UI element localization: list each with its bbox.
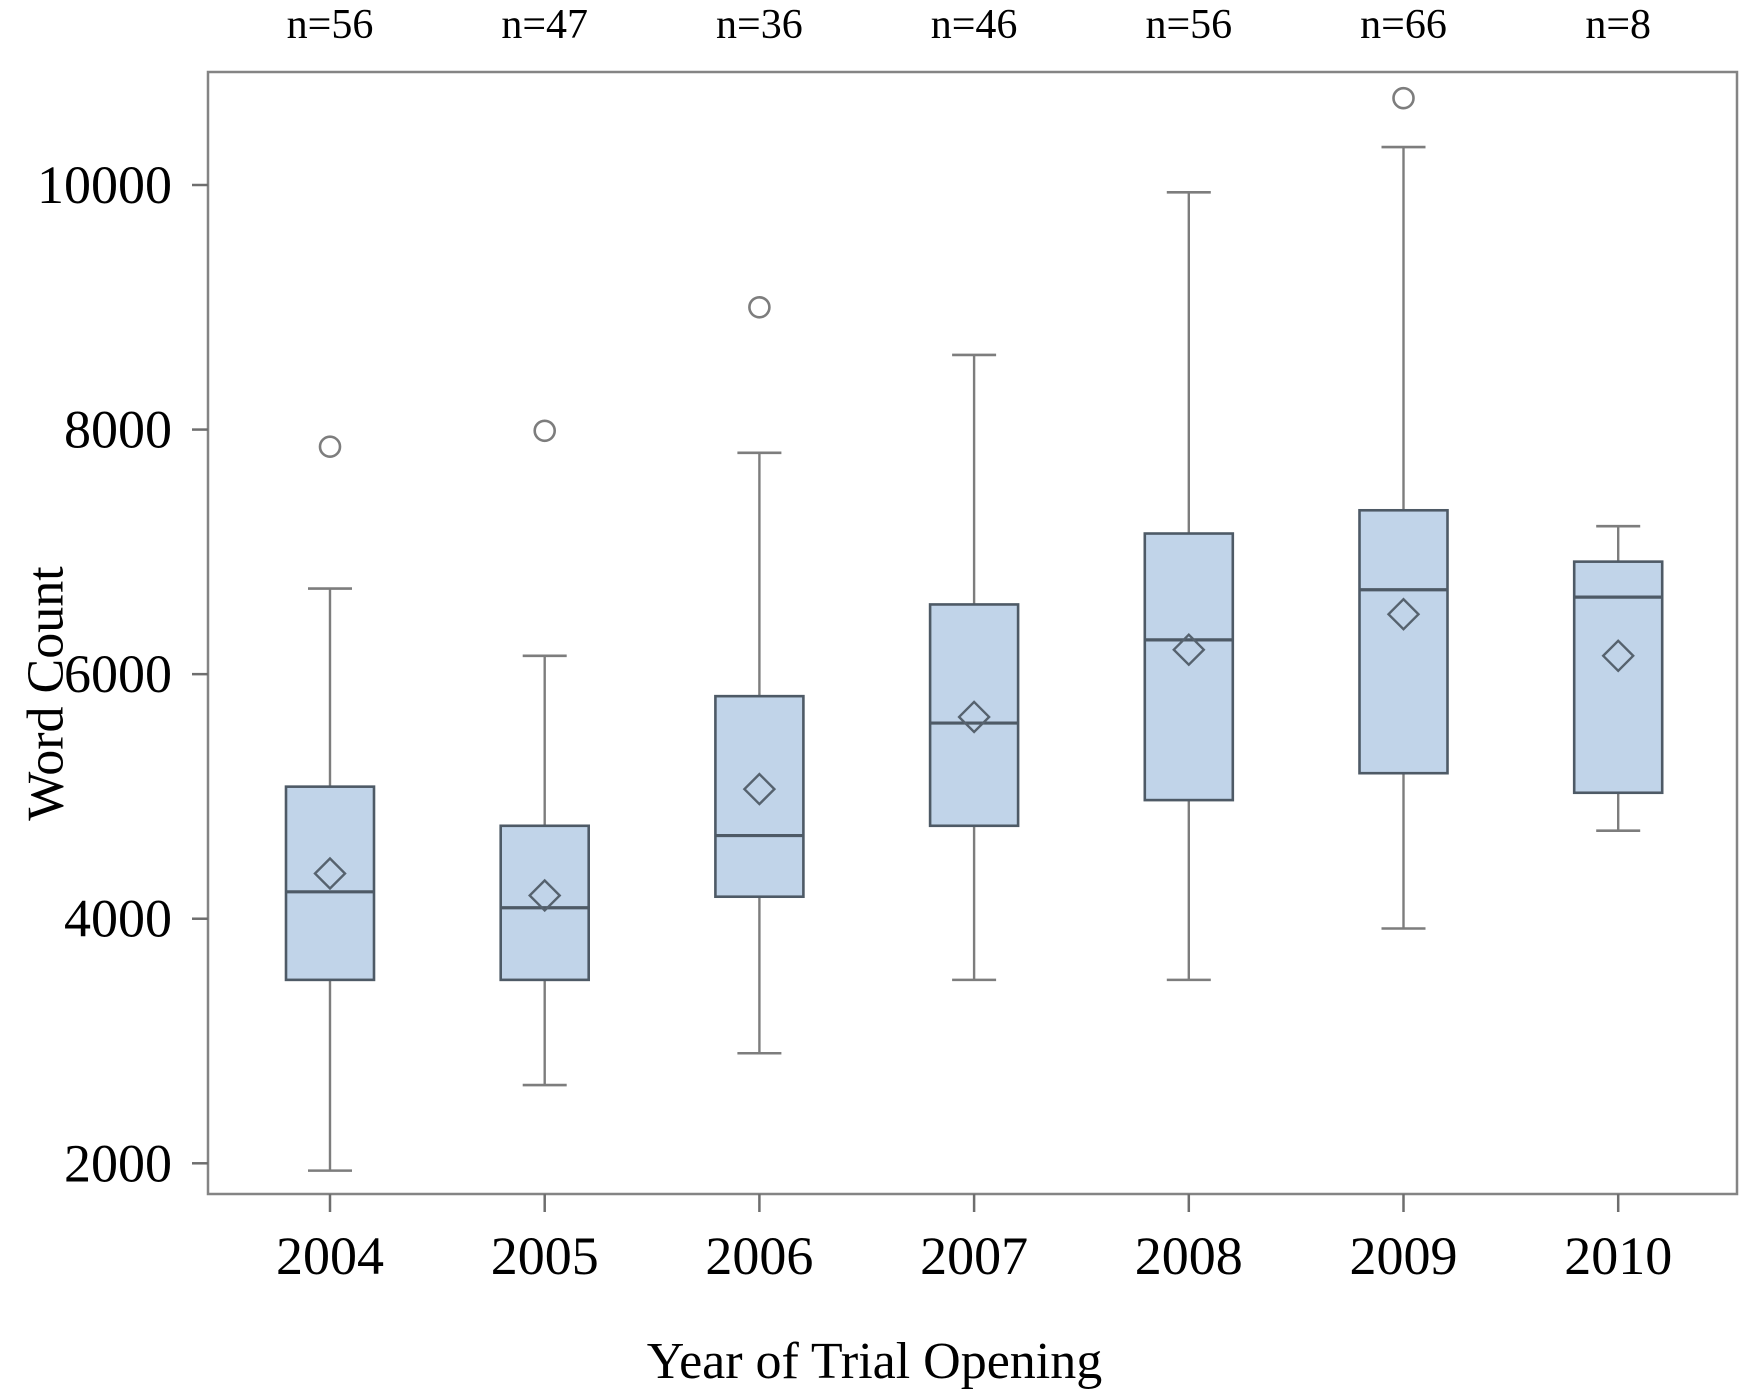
- mean-diamond-2009: [1386, 597, 1421, 631]
- y-tick-label-2000: 2000: [64, 1133, 172, 1193]
- y-tick-label-8000: 8000: [64, 400, 172, 460]
- x-tick-label-2005: 2005: [491, 1226, 599, 1286]
- box-2008: [1143, 532, 1235, 802]
- x-tick-label-2009: 2009: [1350, 1226, 1458, 1286]
- y-tick-label-6000: 6000: [64, 644, 172, 704]
- outlier-2009-0: [1392, 86, 1415, 110]
- box-2007: [928, 603, 1020, 828]
- n-label-2005: n=47: [501, 2, 588, 48]
- x-axis-title: Year of Trial Opening: [646, 1333, 1103, 1390]
- n-label-2007: n=46: [931, 2, 1018, 48]
- box-2005: [499, 824, 591, 982]
- y-tick-label-10000: 10000: [37, 155, 172, 215]
- mean-diamond-2008: [1172, 632, 1206, 667]
- y-axis-title: Word Count: [17, 566, 75, 821]
- box-2006: [714, 694, 805, 899]
- outlier-2004-0: [318, 435, 342, 458]
- n-label-2010: n=8: [1585, 2, 1651, 48]
- box-2004: [284, 785, 376, 982]
- n-label-2009: n=66: [1360, 2, 1447, 48]
- box-2010: [1572, 560, 1664, 795]
- x-tick-label-2008: 2008: [1135, 1226, 1243, 1286]
- x-tick-label-2007: 2007: [920, 1226, 1028, 1286]
- n-label-2006: n=36: [716, 2, 803, 48]
- x-tick-label-2010: 2010: [1564, 1226, 1672, 1286]
- outlier-2005-0: [533, 419, 557, 443]
- mean-diamond-2006: [742, 772, 777, 806]
- mean-diamond-2004: [313, 856, 347, 891]
- x-tick-label-2006: 2006: [705, 1226, 813, 1286]
- n-label-2008: n=56: [1145, 2, 1232, 48]
- mean-diamond-2010: [1601, 639, 1635, 673]
- mean-diamond-2007: [957, 700, 991, 734]
- mean-diamond-2005: [528, 878, 562, 913]
- outlier-2006-0: [748, 295, 771, 319]
- box-2009: [1358, 508, 1449, 775]
- n-label-2004: n=56: [287, 2, 374, 48]
- plot-frame: [206, 70, 1739, 1196]
- y-tick-label-4000: 4000: [64, 889, 172, 949]
- x-tick-label-2004: 2004: [276, 1226, 384, 1286]
